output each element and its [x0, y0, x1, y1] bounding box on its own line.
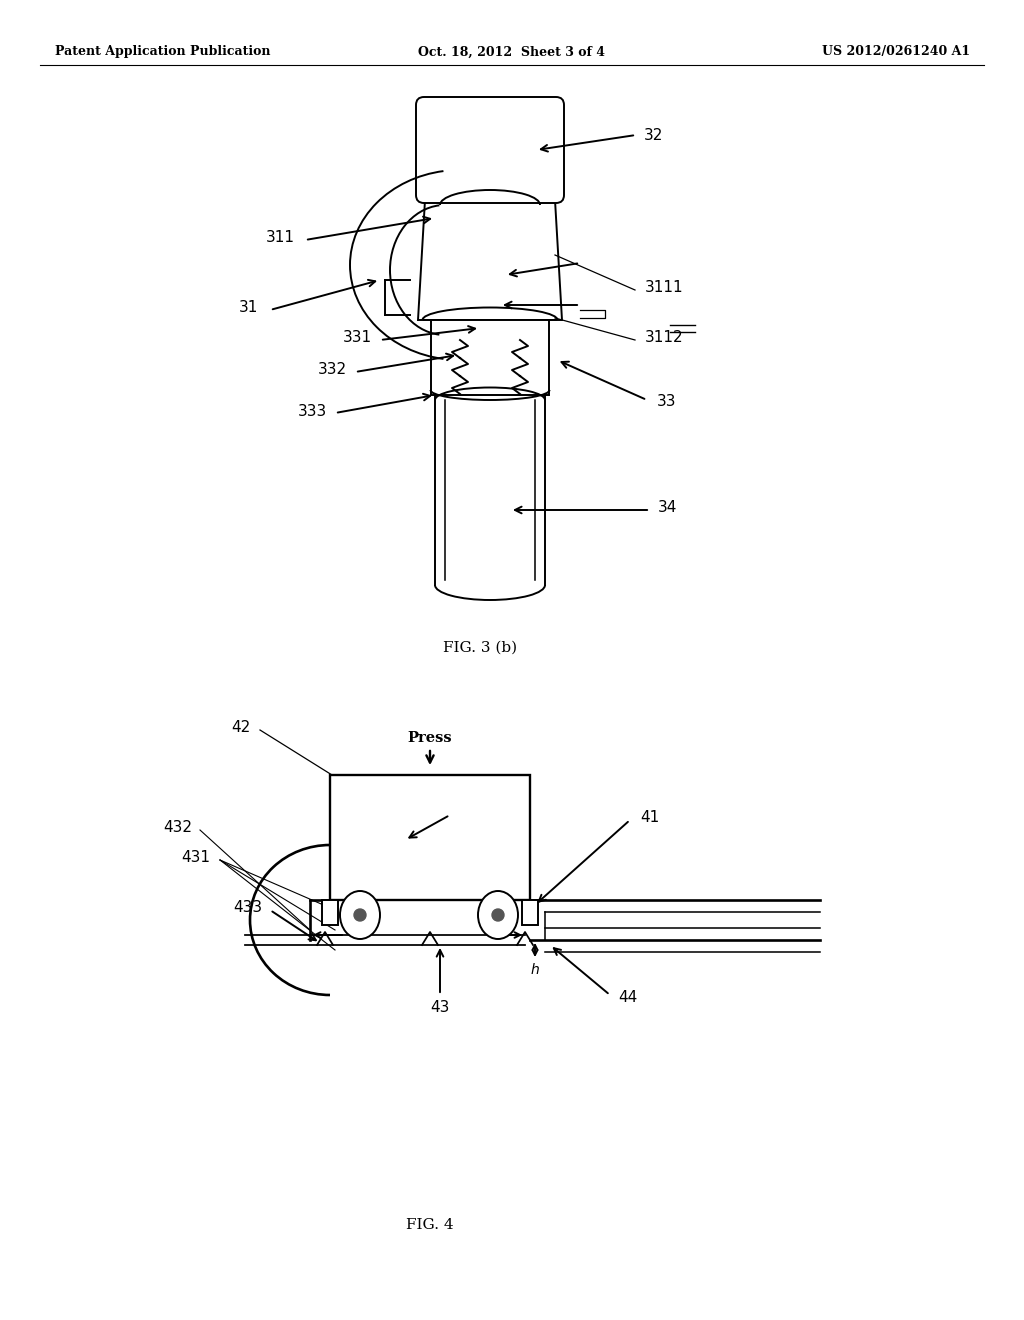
Polygon shape — [423, 319, 557, 395]
Text: 433: 433 — [232, 900, 262, 916]
Text: 431: 431 — [181, 850, 210, 866]
Text: FIG. 3 (b): FIG. 3 (b) — [443, 642, 517, 655]
Ellipse shape — [340, 891, 380, 939]
Text: h: h — [530, 964, 540, 977]
Text: 32: 32 — [644, 128, 664, 143]
Text: 333: 333 — [298, 404, 327, 418]
Text: 44: 44 — [618, 990, 637, 1005]
FancyBboxPatch shape — [416, 96, 564, 203]
Bar — [322, 900, 338, 925]
Text: 41: 41 — [640, 810, 659, 825]
Circle shape — [492, 909, 504, 921]
Text: US 2012/0261240 A1: US 2012/0261240 A1 — [822, 45, 970, 58]
Text: 33: 33 — [657, 395, 677, 409]
Text: 332: 332 — [317, 363, 347, 378]
Text: Press: Press — [408, 731, 453, 744]
Text: 432: 432 — [163, 821, 193, 836]
Polygon shape — [418, 201, 562, 319]
Text: 43: 43 — [430, 1001, 450, 1015]
Bar — [522, 900, 538, 925]
Text: 31: 31 — [239, 301, 258, 315]
Ellipse shape — [478, 891, 518, 939]
Text: 42: 42 — [230, 721, 250, 735]
Circle shape — [354, 909, 366, 921]
Text: 331: 331 — [343, 330, 372, 346]
Text: 3111: 3111 — [645, 281, 684, 296]
Bar — [330, 775, 530, 900]
Text: 311: 311 — [266, 231, 295, 246]
Text: 3112: 3112 — [645, 330, 684, 346]
Text: FIG. 4: FIG. 4 — [407, 1218, 454, 1232]
Text: Patent Application Publication: Patent Application Publication — [55, 45, 270, 58]
Text: Oct. 18, 2012  Sheet 3 of 4: Oct. 18, 2012 Sheet 3 of 4 — [419, 45, 605, 58]
Text: 34: 34 — [658, 500, 677, 516]
